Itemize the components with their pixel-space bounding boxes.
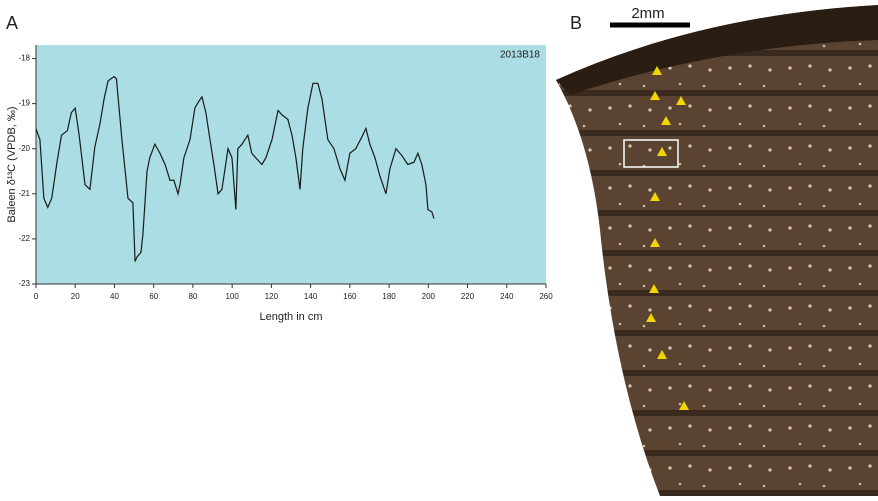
x-tick-label: 20 [71,292,80,301]
micrograph [556,5,878,496]
x-tick-label: 220 [461,292,475,301]
x-tick-label: 60 [149,292,158,301]
panel-label: A [6,13,18,33]
y-tick-label: -19 [18,99,30,108]
y-axis-label: Baleen δ¹³C (VPDB, ‰) [6,106,18,222]
x-tick-label: 260 [539,292,553,301]
scale-bar-label: 2mm [631,5,664,22]
x-axis-label: Length in cm [260,311,323,323]
y-tick-label: -23 [18,279,30,288]
figure: A B 2mm -18 -19 -20 -21 -22 -23 0 20 40 60 80 100 12… [0,0,878,496]
y-tick-label: -22 [18,234,30,243]
x-tick-label: 40 [110,292,119,301]
x-tick-label: 0 [34,292,39,301]
x-tick-label: 100 [225,292,239,301]
x-tick-label: 80 [188,292,197,301]
y-tick-label: -20 [18,144,30,153]
y-tick-label: -18 [18,54,30,63]
x-tick-label: 240 [500,292,514,301]
x-tick-label: 160 [343,292,357,301]
x-tick-label: 200 [422,292,436,301]
chart: -18 -19 -20 -21 -22 -23 0 20 40 60 80 100 120 140 160 1… [6,45,553,323]
x-tick-label: 140 [304,292,318,301]
panel-label: B [570,13,582,33]
x-tick-label: 120 [265,292,279,301]
y-tick-label: -21 [18,189,30,198]
annotation: 2013B18 [500,50,540,61]
x-tick-label: 180 [382,292,396,301]
plot-background [36,45,546,284]
